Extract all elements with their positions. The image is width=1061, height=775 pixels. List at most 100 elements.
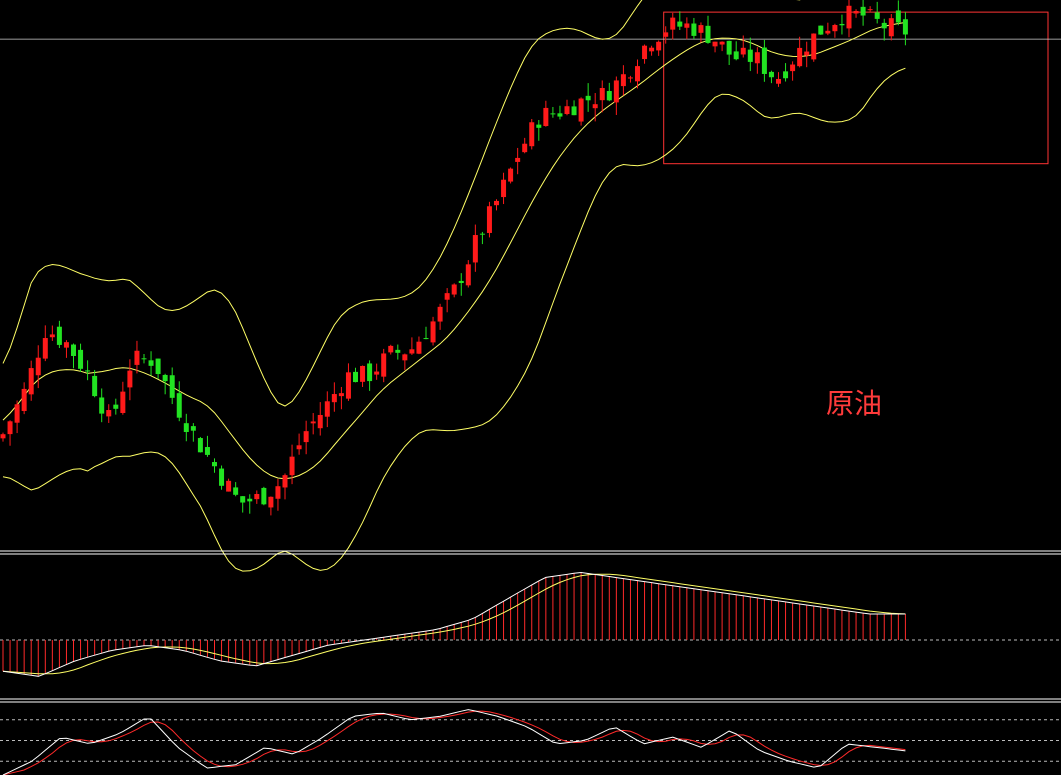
candle-body [783,71,789,79]
candle-body [219,468,225,486]
highlight-box [663,11,1049,165]
candle-body [768,71,774,78]
candle-body [606,91,612,101]
candle-body [895,10,901,23]
candle-body [656,41,662,51]
candle-body [92,375,98,397]
candle-body [458,280,464,284]
candle-body [127,370,133,388]
candle-body [620,74,626,87]
candle-body [268,496,274,508]
candle-body [99,397,105,414]
candle-body [627,77,633,79]
macd-panel [0,571,1061,677]
candle-body [797,47,803,67]
candle-body [430,321,436,343]
candle-body [874,12,880,19]
candle-body [289,456,295,476]
candle-body [78,349,84,369]
candle-body [353,371,358,383]
candle-body [663,32,669,37]
candle-body [564,106,570,115]
candle-body [409,349,415,354]
candle-body [754,52,760,64]
candle-body [578,98,584,122]
candle-body [148,360,154,366]
candle-body [529,122,535,147]
candle-body [592,104,598,109]
candle-body [416,341,422,354]
candle-body [303,431,309,443]
instrument-label: 原油 [826,387,883,420]
candle-body [811,33,817,60]
candle-body [233,487,239,495]
kdj-d-line [2,710,906,775]
candle-body [261,487,267,505]
candle-body [120,391,126,413]
candle-body [176,393,182,418]
candle-body [35,357,41,376]
candle-body [338,393,344,397]
candle-body [860,6,866,16]
candle-body [888,18,894,37]
candle-body [902,19,908,35]
candle-body [56,326,62,345]
candle-body [360,365,366,382]
kdj-panel [0,709,1061,775]
candle-body [169,375,175,398]
candle-body [345,372,351,399]
boll-middle-band [2,22,906,480]
candle-body [49,334,55,338]
candle-body [522,143,528,153]
price-panel [0,0,1061,572]
boll-lower-band [2,67,906,572]
candle-body [21,388,27,412]
candle-body [212,462,217,467]
candle-body [839,23,845,26]
candle-body [472,235,478,263]
candle-body [832,24,838,32]
candle-body [698,25,704,33]
candle-body [388,345,394,353]
candle-body [296,445,302,450]
candle-body [14,404,20,423]
candle-body [0,434,6,439]
candle-body [508,168,514,182]
candle-body [226,480,232,492]
macd-dea-line [2,573,906,675]
candle-body [599,87,605,101]
candle-body [585,95,591,101]
candle-body [494,200,499,206]
candle-body [719,41,725,45]
candle-body [571,106,577,116]
candle-body [557,113,563,117]
candle-body [71,344,76,356]
candle-body [705,25,711,43]
candle-body [501,179,507,198]
candle-body [85,370,91,372]
candle-body [649,47,655,52]
candle-body [331,394,337,403]
candle-body [726,40,732,55]
candle-body [761,47,767,74]
candle-body [190,426,196,431]
candle-body [677,21,683,27]
candle-body [479,233,485,235]
candle-body [162,374,168,382]
candle-body [465,264,471,286]
candle-body [515,157,521,162]
candle-body [324,401,330,417]
candle-body [106,410,112,417]
candle-body [423,338,429,340]
candle-body [317,414,323,429]
candle-body [254,493,260,500]
candle-body [437,306,443,322]
candle-body [486,206,492,233]
candle-body [247,498,253,502]
candle-body [28,368,34,395]
candle-body [381,353,387,377]
candle-body [853,10,859,14]
candle-body [63,342,69,348]
candle-body [367,363,373,382]
